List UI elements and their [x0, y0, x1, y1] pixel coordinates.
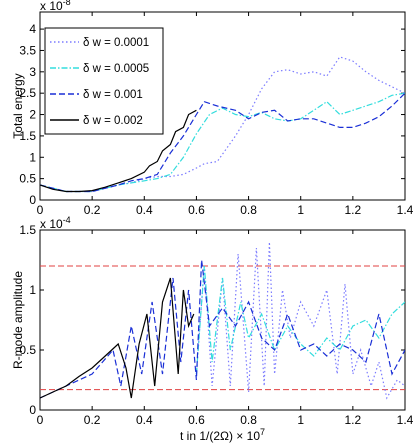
x-tick-label: 1 [297, 413, 304, 427]
x-tick-label: 0.4 [136, 203, 153, 217]
x-tick-label: 0.6 [188, 413, 205, 427]
legend-label: δ w = 0.002 [83, 115, 143, 127]
series-line [40, 277, 195, 399]
x-axis-label: t in 1/(2Ω) × 107 [180, 427, 265, 443]
legend: δ w = 0.0001 δ w = 0.0005 δ w = 0.001 δ w =… [44, 27, 164, 135]
top-axes: 0 0.2 0.4 0.6 0.8 1 1.2 1.4 0 0.5 1 1.5 2 2.5 3 3.5 4 x 1… [11, 0, 414, 217]
y-axis-label: R-mode amplitude [11, 271, 25, 369]
x-tick-label: 0.4 [136, 413, 153, 427]
x-tick-label: 0.8 [240, 203, 257, 217]
series-line [195, 241, 405, 400]
y-tick-label: 3 [29, 65, 36, 79]
series-line [40, 109, 197, 193]
x-tick-label: 0.8 [240, 413, 257, 427]
x-tick-label: 1.2 [345, 413, 362, 427]
series-line [40, 259, 405, 399]
y-tick-label: 1.5 [19, 129, 36, 143]
y-tick-label: 4 [29, 22, 36, 36]
x-tick-label: 1 [297, 203, 304, 217]
x-tick-label: 0.2 [84, 203, 101, 217]
y-axis-label: Total energy [11, 73, 25, 138]
legend-box [44, 27, 164, 135]
y-tick-label: 1 [29, 283, 36, 297]
series-line [40, 92, 405, 193]
x-tick-label: 0.2 [84, 413, 101, 427]
y-tick-label: 1 [29, 150, 36, 164]
y-tick-label: 0.5 [19, 172, 36, 186]
plot-frame [39, 11, 406, 201]
x-tick-label: 1.2 [345, 203, 362, 217]
y-tick-label: 0 [29, 193, 36, 207]
y-exponent-label: x 10-8 [40, 0, 71, 13]
x-tick-label: 0 [37, 203, 44, 217]
series-line [40, 92, 405, 193]
bottom-axes: 0 0.2 0.4 0.6 0.8 1 1.2 1.4 0 0.5 1 1.5 x 10-4 R-mode… [11, 215, 414, 443]
y-exponent: -8 [63, 0, 71, 7]
x-tick-label: 0.6 [188, 203, 205, 217]
y-tick-label: 2.5 [19, 86, 36, 100]
legend-label: δ w = 0.0005 [83, 63, 149, 75]
y-exponent: -4 [63, 215, 71, 225]
legend-label: δ w = 0.0001 [83, 37, 149, 49]
y-tick-label: 3.5 [19, 43, 36, 57]
legend-label: δ w = 0.001 [83, 89, 143, 101]
series-line [195, 265, 405, 375]
x-tick-label: 0 [37, 413, 44, 427]
y-exponent-label: x 10-4 [40, 215, 71, 231]
x-tick-label: 1.4 [397, 413, 414, 427]
y-tick-label: 1.5 [19, 223, 36, 237]
y-tick-label: 2 [29, 108, 36, 122]
x-tick-label: 1.4 [397, 203, 414, 217]
plot-frame [39, 229, 406, 411]
y-tick-label: 0 [29, 403, 36, 417]
y-tick-label: 0.5 [19, 343, 36, 357]
